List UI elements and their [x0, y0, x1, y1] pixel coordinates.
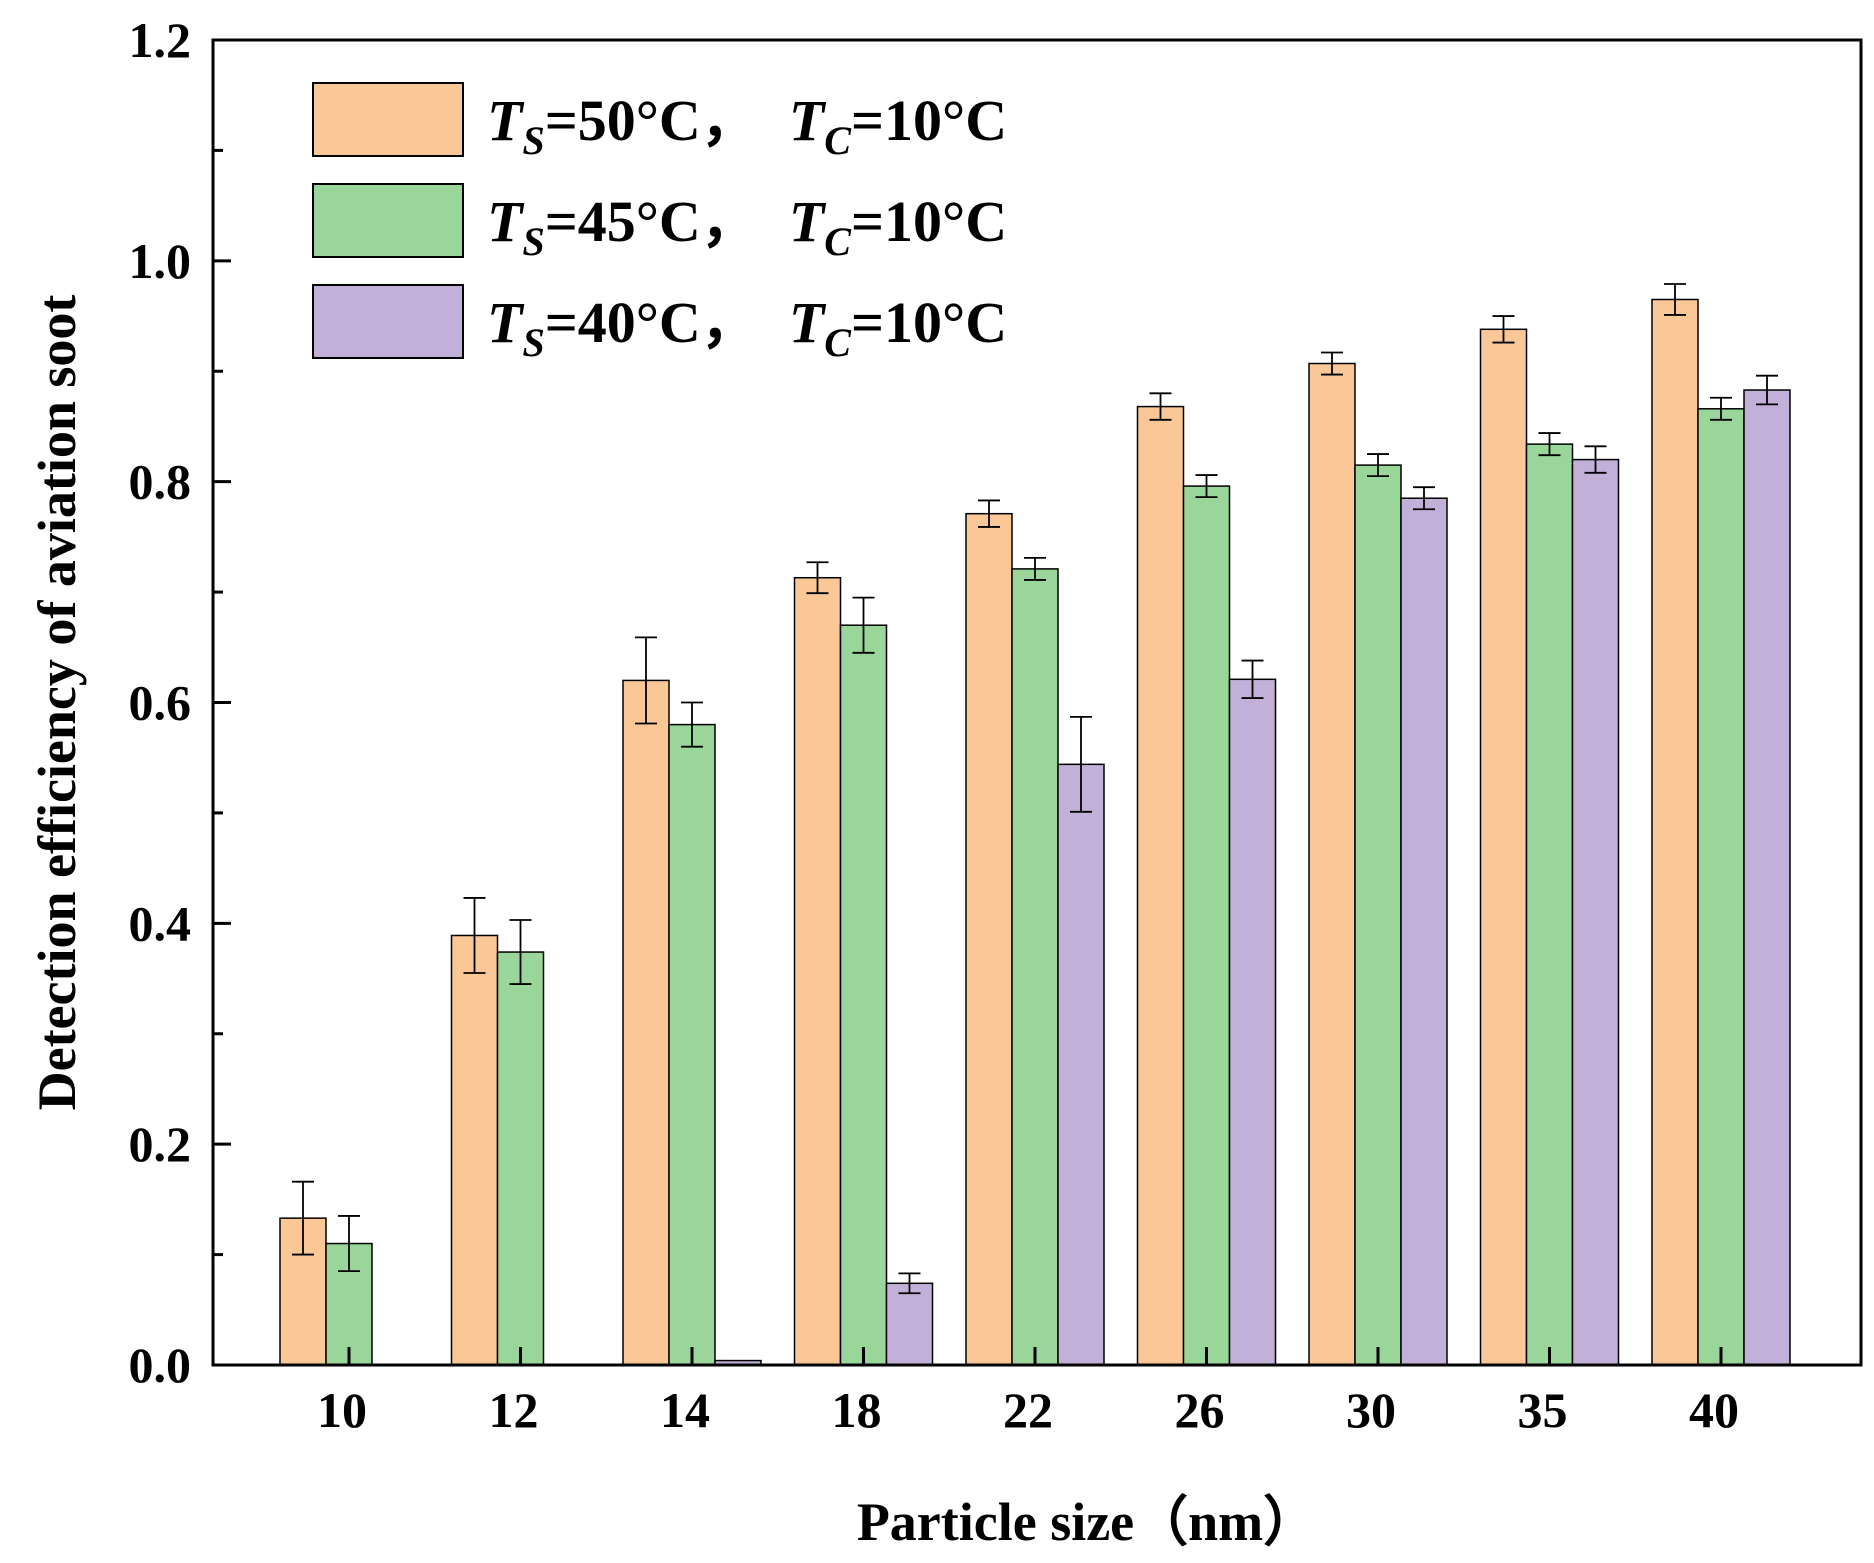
error-bar: [1241, 659, 1264, 699]
bar: [450, 934, 499, 1366]
bar: [1743, 389, 1791, 1366]
legend-swatch: [312, 284, 464, 359]
bar: [839, 624, 888, 1366]
error-bar: [463, 897, 486, 974]
bar: [1182, 485, 1231, 1366]
bar: [1571, 458, 1620, 1366]
bar: [1354, 464, 1402, 1366]
bar: [1308, 362, 1356, 1366]
bar: [1400, 497, 1448, 1366]
legend-item: TS=50°C， TC=10°C: [312, 82, 1007, 163]
y-axis-title: Detection efficiency of aviation soot: [27, 295, 87, 1111]
x-tick-label: 14: [660, 1382, 710, 1438]
legend-label: TS=45°C， TC=10°C: [487, 189, 1007, 264]
error-bar: [1664, 283, 1686, 316]
bar: [1651, 298, 1699, 1366]
error-bar: [1195, 474, 1218, 499]
error-bar: [1756, 374, 1778, 406]
legend-item: TS=45°C， TC=10°C: [312, 183, 1007, 264]
legend-label: TS=40°C， TC=10°C: [487, 290, 1007, 365]
error-bar: [806, 561, 829, 595]
y-tick-label: 0.8: [129, 454, 192, 510]
bar: [496, 951, 545, 1366]
bar: [1479, 328, 1528, 1366]
y-tick-label: 1.2: [129, 12, 192, 68]
y-tick-label: 0.6: [129, 675, 192, 731]
error-bar: [1024, 556, 1046, 581]
bar: [622, 679, 670, 1366]
bar: [1136, 405, 1185, 1366]
error-bar: [852, 596, 875, 654]
bar: [1697, 408, 1745, 1366]
bar: [965, 512, 1013, 1366]
legend-swatch: [312, 82, 464, 157]
x-tick-label: 10: [317, 1382, 367, 1438]
x-tick-label: 26: [1175, 1382, 1225, 1438]
error-bar: [898, 1272, 921, 1295]
x-tick-label: 12: [489, 1382, 539, 1438]
error-bar: [1149, 392, 1172, 421]
legend-swatch: [312, 183, 464, 258]
bar: [668, 723, 716, 1366]
error-bar: [635, 636, 657, 725]
x-tick-label: 30: [1346, 1382, 1396, 1438]
x-tick-label: 35: [1518, 1382, 1568, 1438]
bar: [1228, 678, 1277, 1366]
error-bar: [1321, 351, 1343, 376]
bar: [1525, 443, 1574, 1366]
error-bar: [1584, 445, 1607, 474]
legend-label: TS=50°C， TC=10°C: [487, 88, 1007, 163]
error-bar: [292, 1180, 314, 1256]
error-bar: [338, 1215, 360, 1273]
legend-item: TS=40°C， TC=10°C: [312, 284, 1007, 365]
y-tick-label: 0.0: [129, 1337, 192, 1393]
error-bar: [1070, 715, 1092, 813]
bar: [885, 1282, 934, 1366]
error-bar: [1710, 396, 1732, 421]
x-tick-label: 22: [1003, 1382, 1053, 1438]
y-tick-label: 0.2: [129, 1116, 192, 1172]
error-bar: [978, 499, 1000, 528]
x-tick-label: 18: [832, 1382, 882, 1438]
error-bar: [1492, 315, 1515, 344]
bar: [1057, 763, 1105, 1366]
error-bar: [1538, 432, 1561, 457]
bar: [1011, 568, 1059, 1366]
error-bar: [1367, 453, 1389, 478]
error-bar: [509, 919, 532, 985]
error-bar: [681, 701, 703, 748]
x-axis-title: Particle size（nm）: [857, 1492, 1317, 1552]
x-tick-label: 40: [1689, 1382, 1739, 1438]
y-tick-label: 1.0: [129, 233, 192, 289]
error-bar: [1413, 486, 1435, 511]
y-tick-label: 0.4: [129, 895, 192, 951]
bar: [793, 576, 842, 1366]
